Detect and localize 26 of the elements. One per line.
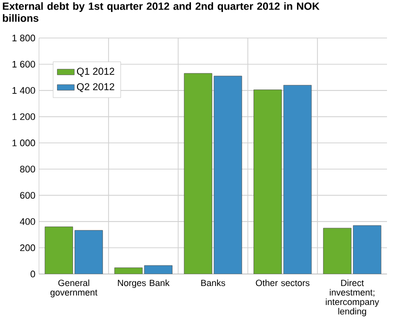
y-tick-label: 1 400 xyxy=(12,87,36,94)
x-tick-label: Direct investment; intercompany lending xyxy=(326,280,380,316)
bar xyxy=(254,90,282,274)
y-tick-label: 1 600 xyxy=(12,60,36,68)
x-tick-label: General government xyxy=(50,280,98,298)
y-tick-label: 600 xyxy=(20,192,36,199)
x-tick-label: Other sectors xyxy=(256,280,310,286)
bar xyxy=(184,73,212,274)
bar xyxy=(74,230,103,274)
x-tick-label: Norges Bank xyxy=(118,280,170,288)
bar xyxy=(44,226,74,274)
y-tick-label: 400 xyxy=(20,218,36,225)
bar xyxy=(353,225,382,274)
y-tick-label: 0 xyxy=(30,270,36,278)
bar xyxy=(214,76,242,274)
y-tick-label: 800 xyxy=(20,166,36,172)
y-tick-label: 1 800 xyxy=(12,34,36,42)
bar xyxy=(283,85,312,274)
y-tick-label: 1 200 xyxy=(12,113,36,120)
bar xyxy=(323,228,352,274)
y-tick-label: 1 000 xyxy=(12,140,36,146)
legend-label: Q1 2012 xyxy=(76,68,114,77)
legend-label: Q2 2012 xyxy=(76,83,114,92)
x-tick-label: Banks xyxy=(201,280,226,286)
y-tick-label: 200 xyxy=(20,244,36,252)
chart-title: External debt by 1st quarter 2012 and 2nd quarter 2012 in NOK billions xyxy=(2,2,320,22)
